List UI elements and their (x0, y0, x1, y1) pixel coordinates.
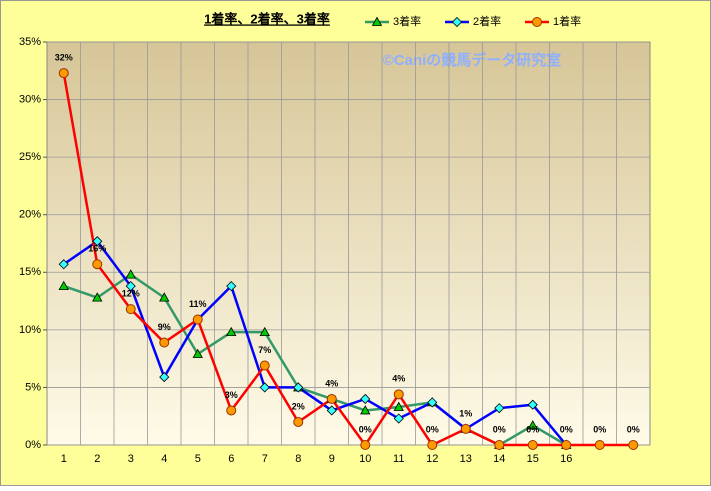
data-label: 11% (189, 299, 207, 309)
x-tick-label: 12 (426, 453, 438, 465)
data-label: 4% (392, 374, 405, 384)
legend-label: 2着率 (473, 14, 501, 28)
marker (561, 440, 572, 450)
series-line (63, 239, 568, 446)
y-tick-label: 5% (25, 381, 41, 393)
legend-marker (371, 16, 383, 26)
x-tick-label: 3 (128, 453, 134, 465)
y-tick-label: 20% (19, 209, 41, 221)
marker (226, 326, 237, 337)
marker (92, 236, 103, 247)
marker (393, 401, 404, 411)
marker (494, 440, 505, 450)
marker (159, 337, 170, 348)
marker (293, 416, 304, 427)
marker (58, 68, 69, 79)
y-tick-label: 35% (19, 36, 41, 48)
marker (628, 440, 639, 450)
marker (427, 440, 438, 450)
marker (527, 440, 538, 450)
legend-label: 1着率 (553, 14, 581, 28)
marker (58, 259, 69, 270)
marker (494, 403, 505, 414)
y-tick-label: 15% (19, 266, 41, 278)
marker (427, 397, 438, 408)
data-label: 4% (325, 378, 338, 388)
marker (92, 259, 103, 270)
data-label: 0% (426, 424, 439, 434)
marker (259, 360, 270, 371)
data-label: 12% (122, 289, 140, 299)
data-label: 32% (55, 52, 73, 62)
marker (360, 440, 371, 450)
data-label: 0% (526, 424, 539, 434)
x-tick-label: 13 (460, 453, 472, 465)
data-label: 16% (88, 244, 106, 254)
marker (360, 405, 371, 415)
x-tick-label: 2 (94, 453, 100, 465)
marker (58, 280, 69, 291)
marker (226, 405, 237, 416)
legend-label: 3着率 (393, 14, 421, 28)
marker (393, 389, 404, 400)
y-tick-label: 10% (19, 324, 41, 336)
data-label: 0% (493, 424, 506, 434)
marker (326, 405, 337, 416)
data-label: 0% (560, 424, 573, 434)
series-line (62, 72, 634, 448)
x-tick-label: 14 (493, 453, 505, 465)
marker (259, 382, 270, 393)
marker (360, 393, 371, 405)
y-tick-label: 0% (25, 439, 41, 451)
data-label: 0% (593, 424, 606, 434)
data-label: 0% (359, 424, 372, 434)
y-tick-label: 25% (19, 151, 41, 163)
marker (125, 281, 136, 292)
marker (125, 269, 136, 279)
x-tick-label: 9 (329, 453, 335, 465)
marker (192, 348, 203, 358)
x-tick-label: 11 (393, 453, 404, 465)
x-tick-label: 1 (61, 453, 67, 465)
marker (159, 372, 170, 383)
marker (159, 292, 170, 302)
marker (527, 399, 538, 410)
data-label: 3% (225, 390, 238, 400)
x-tick-label: 6 (228, 453, 234, 465)
x-tick-label: 16 (560, 453, 572, 465)
x-tick-label: 10 (359, 453, 371, 465)
marker (192, 314, 203, 325)
marker (594, 440, 605, 450)
marker (527, 420, 538, 430)
data-label: 9% (158, 322, 171, 332)
marker (92, 292, 103, 302)
marker (226, 281, 237, 292)
x-tick-label: 4 (161, 453, 167, 465)
watermark: ©Caniの競馬データ研究室 (383, 51, 562, 69)
marker (125, 304, 136, 315)
x-tick-label: 5 (195, 453, 201, 465)
marker (326, 393, 337, 404)
marker (293, 382, 304, 393)
legend-marker (451, 16, 463, 28)
legend-marker (532, 17, 542, 27)
x-tick-label: 15 (527, 453, 539, 465)
data-label: 7% (258, 345, 271, 355)
x-tick-label: 8 (295, 453, 301, 465)
marker (393, 413, 404, 424)
chart-title: 1着率、2着率、3着率 (204, 11, 330, 26)
marker (460, 423, 471, 434)
data-label: 1% (459, 408, 472, 418)
marker (259, 326, 270, 337)
y-tick-label: 30% (19, 93, 41, 105)
data-label: 2% (292, 401, 305, 411)
data-label: 0% (627, 424, 640, 434)
x-tick-label: 7 (262, 453, 268, 465)
